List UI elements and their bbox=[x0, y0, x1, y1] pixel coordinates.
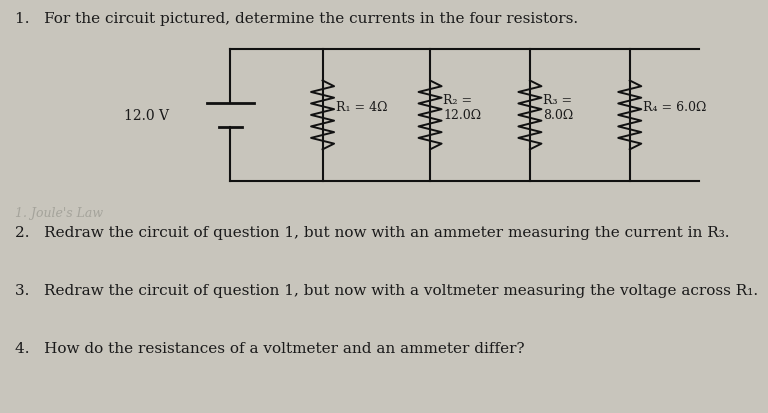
Text: R₄ = 6.0Ω: R₄ = 6.0Ω bbox=[643, 101, 707, 114]
Text: R₂ =
12.0Ω: R₂ = 12.0Ω bbox=[443, 93, 482, 121]
Text: 4.   How do the resistances of a voltmeter and an ammeter differ?: 4. How do the resistances of a voltmeter… bbox=[15, 341, 525, 355]
Text: 2.   Redraw the circuit of question 1, but now with an ammeter measuring the cur: 2. Redraw the circuit of question 1, but… bbox=[15, 225, 730, 239]
Text: R₃ =
8.0Ω: R₃ = 8.0Ω bbox=[543, 93, 573, 121]
Text: 12.0 V: 12.0 V bbox=[124, 109, 169, 123]
Text: 3.   Redraw the circuit of question 1, but now with a voltmeter measuring the vo: 3. Redraw the circuit of question 1, but… bbox=[15, 283, 759, 297]
Text: 1.   For the circuit pictured, determine the currents in the four resistors.: 1. For the circuit pictured, determine t… bbox=[15, 12, 578, 26]
Text: R₁ = 4Ω: R₁ = 4Ω bbox=[336, 101, 387, 114]
Text: 1. Joule's Law: 1. Joule's Law bbox=[15, 206, 104, 219]
